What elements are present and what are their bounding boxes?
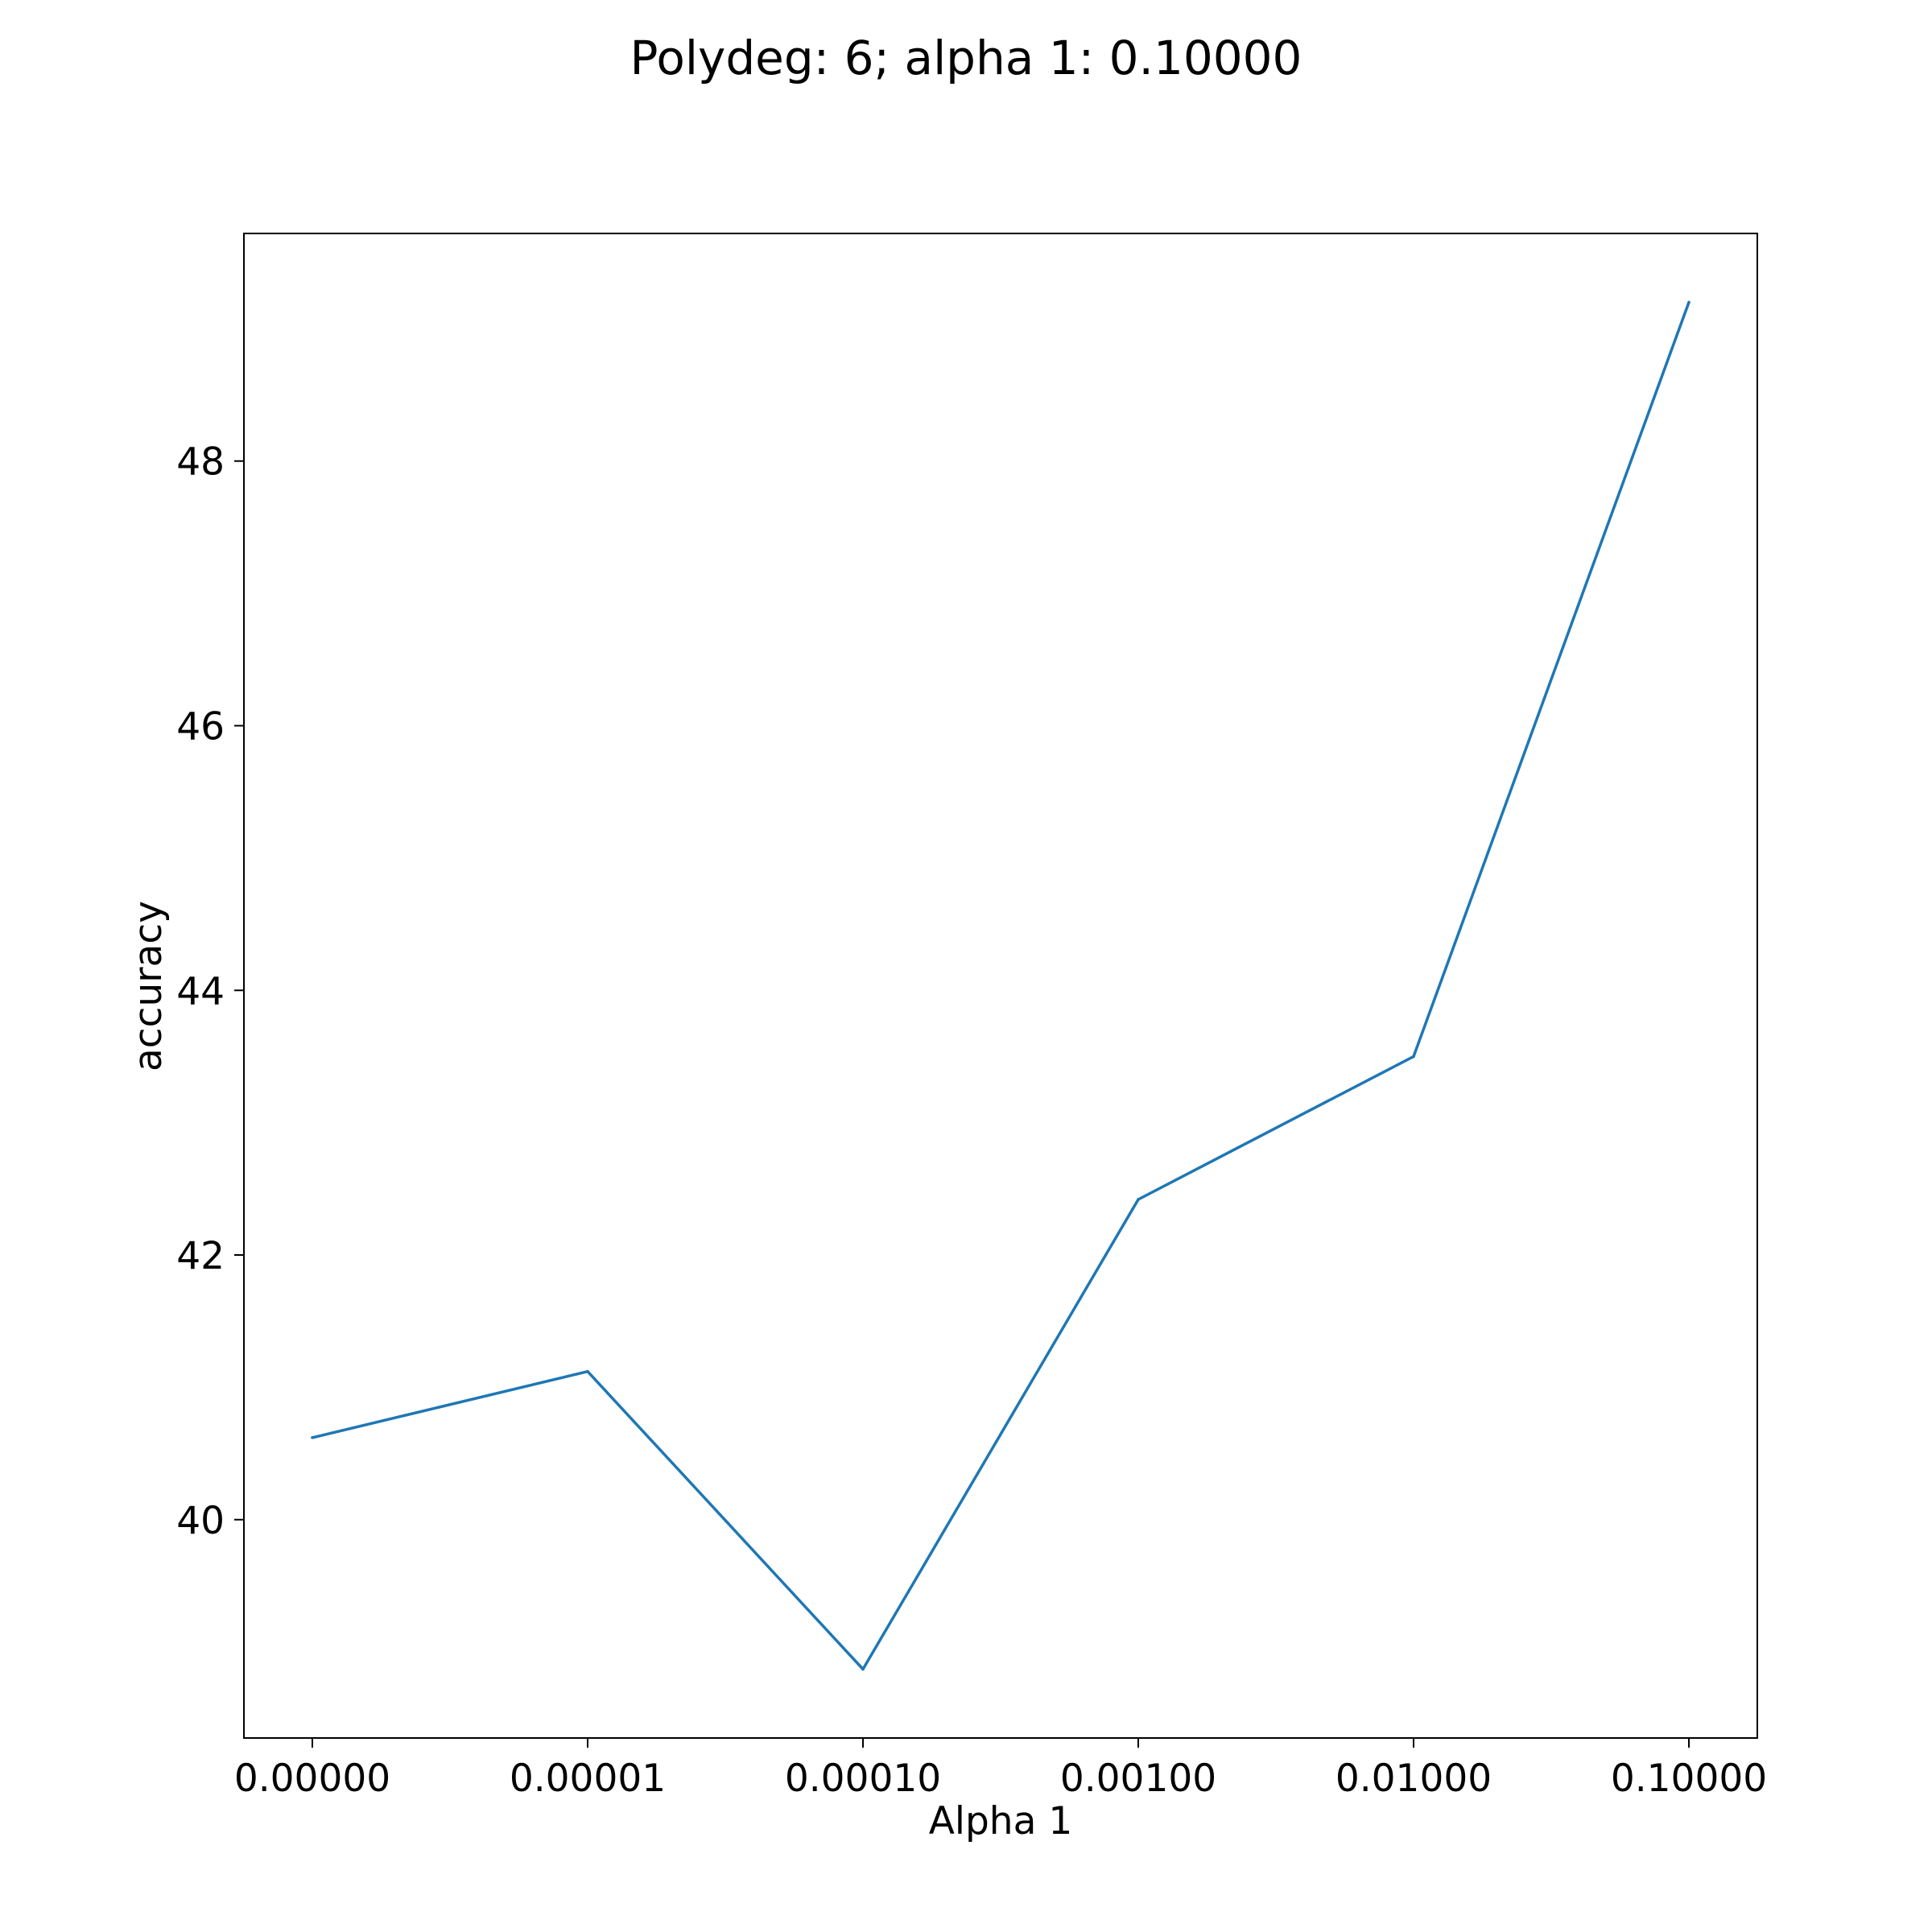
x-tick-label: 0.00010: [785, 1757, 941, 1801]
data-point: [861, 1667, 865, 1671]
series-line-0: [312, 301, 1690, 1671]
y-tick-label: 40: [176, 1499, 225, 1543]
data-point: [1137, 1198, 1140, 1201]
x-tick-label: 0.00100: [1060, 1757, 1216, 1801]
series-layer: [311, 300, 1690, 1671]
data-point: [311, 1436, 314, 1439]
x-tick-label: 0.00001: [510, 1757, 666, 1801]
chart-title: Polydeg: 6; alpha 1: 0.10000: [630, 31, 1302, 85]
x-tick-label: 0.01000: [1335, 1757, 1492, 1801]
y-tick-label: 48: [176, 440, 225, 485]
data-point: [586, 1369, 589, 1373]
y-axis: 40 42 44 46 48: [176, 440, 244, 1543]
data-point: [1687, 300, 1690, 304]
x-axis: 0.00000 0.00001 0.00010 0.00100 0.01000 0.100…: [234, 1738, 1767, 1801]
y-tick-label: 46: [176, 704, 225, 749]
plot-frame: [243, 233, 1758, 1739]
y-tick-label: 42: [176, 1234, 225, 1278]
data-point: [1412, 1055, 1415, 1059]
x-tick-label: 0.10000: [1611, 1757, 1767, 1801]
x-tick-label: 0.00000: [234, 1757, 390, 1801]
x-axis-label: Alpha 1: [929, 1799, 1072, 1843]
y-tick-label: 44: [176, 969, 225, 1013]
y-axis-label: accuracy: [126, 901, 171, 1071]
